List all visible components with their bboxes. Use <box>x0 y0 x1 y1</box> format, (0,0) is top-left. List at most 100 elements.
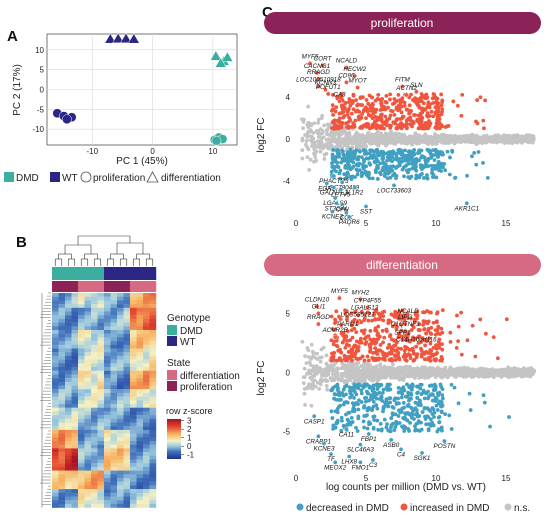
heatmap-cell <box>84 392 92 397</box>
heatmap-cell <box>104 407 111 412</box>
ns-point <box>361 134 366 139</box>
decreased-point <box>378 161 383 166</box>
heatmap-cell <box>78 296 85 301</box>
heatmap-cell <box>104 389 111 394</box>
ns-point <box>527 369 531 374</box>
heatmap-cell <box>65 381 72 386</box>
heatmap-cell <box>84 459 92 464</box>
heatmap-cell <box>130 367 137 371</box>
increased-point <box>334 309 339 314</box>
increased-point <box>379 114 383 119</box>
heatmap-cell <box>52 374 59 379</box>
heatmap-cell <box>78 455 85 460</box>
heatmap-cell <box>97 481 105 486</box>
ns-point <box>363 143 368 148</box>
heatmap-cell <box>110 304 118 308</box>
heatmap-cell <box>149 392 157 397</box>
ns-point <box>345 380 349 385</box>
heatmap-cell <box>58 452 66 456</box>
heatmap-cell <box>58 466 66 471</box>
heatmap-cell <box>123 367 131 371</box>
heatmap-cell <box>143 293 150 297</box>
heatmap-cell <box>97 411 105 416</box>
increased-point <box>355 103 359 108</box>
increased-point <box>401 123 406 127</box>
increased-point <box>431 114 436 119</box>
heatmap-cell <box>117 374 124 379</box>
decreased-point <box>434 164 439 169</box>
zscore-tick-label: -1 <box>187 451 195 460</box>
legend-proliferation-marker <box>80 171 92 183</box>
decreased-point <box>359 174 364 178</box>
increased-point <box>369 108 374 113</box>
heatmap-cell <box>78 400 85 405</box>
heatmap-cell <box>71 459 79 464</box>
decreased-point <box>335 148 340 153</box>
heatmap-cell <box>91 404 98 408</box>
state-annotation-cell <box>104 281 111 292</box>
heatmap-cell <box>84 367 92 371</box>
heatmap-cell <box>143 448 150 453</box>
heatmap-cell <box>84 300 92 305</box>
heatmap-cell <box>78 293 85 297</box>
pca-point-wt-differentiation <box>112 32 125 44</box>
heatmap-cell <box>78 452 85 456</box>
heatmap-cell <box>123 330 131 334</box>
ns-point <box>310 140 315 145</box>
decreased-point <box>432 158 437 162</box>
ns-point <box>524 133 529 137</box>
increased-point <box>332 125 337 130</box>
ns-point <box>329 143 334 148</box>
heatmap-cell <box>65 296 72 301</box>
decreased-point <box>399 149 404 154</box>
heatmap-cell <box>65 489 72 493</box>
genotype-wt-swatch <box>167 336 177 346</box>
heatmap-cell <box>143 481 150 486</box>
heatmap-cell <box>104 429 111 434</box>
heatmap-cell <box>52 363 59 368</box>
heatmap-cell <box>52 452 59 456</box>
increased-point <box>399 110 404 115</box>
ns-point <box>506 373 511 378</box>
heatmap-cell <box>52 496 59 501</box>
heatmap-cell <box>110 411 118 416</box>
ns-point <box>395 133 400 138</box>
ns-point <box>433 142 438 146</box>
heatmap-cell <box>65 433 72 438</box>
heatmap-cell <box>136 381 144 386</box>
decreased-point <box>372 159 377 164</box>
heatmap-cell <box>71 337 79 342</box>
heatmap-cell <box>71 503 79 508</box>
state-annotation-cell <box>58 281 66 292</box>
ns-point <box>341 371 346 376</box>
decreased-point <box>412 147 417 152</box>
heatmap-cell <box>97 489 105 493</box>
ns-point <box>366 130 371 135</box>
heatmap-cell <box>104 333 111 338</box>
heatmap-cell <box>110 470 118 475</box>
increased-point <box>470 323 475 328</box>
ns-point <box>389 365 393 370</box>
increased-point <box>353 118 358 123</box>
heatmap-cell <box>136 392 144 397</box>
heatmap-cell <box>58 315 66 320</box>
heatmap-cell <box>110 363 118 368</box>
heatmap-cell <box>149 459 157 464</box>
heatmap-cell <box>123 374 131 379</box>
increased-point <box>347 97 352 101</box>
ns-point <box>316 139 321 144</box>
ns-point <box>312 151 316 156</box>
ns-point <box>500 135 505 139</box>
heatmap-cell <box>91 489 98 493</box>
ns-point <box>313 355 317 360</box>
heatmap-cell <box>143 352 150 357</box>
ns-point <box>477 140 481 145</box>
heatmap-cell <box>84 470 92 475</box>
heatmap-cell <box>136 330 144 334</box>
heatmap-cell <box>58 381 66 386</box>
heatmap-cell <box>52 489 59 493</box>
heatmap-cell <box>110 492 118 497</box>
heatmap-cell <box>149 496 157 501</box>
heatmap-cell <box>130 355 137 360</box>
heatmap-cell <box>117 463 124 468</box>
